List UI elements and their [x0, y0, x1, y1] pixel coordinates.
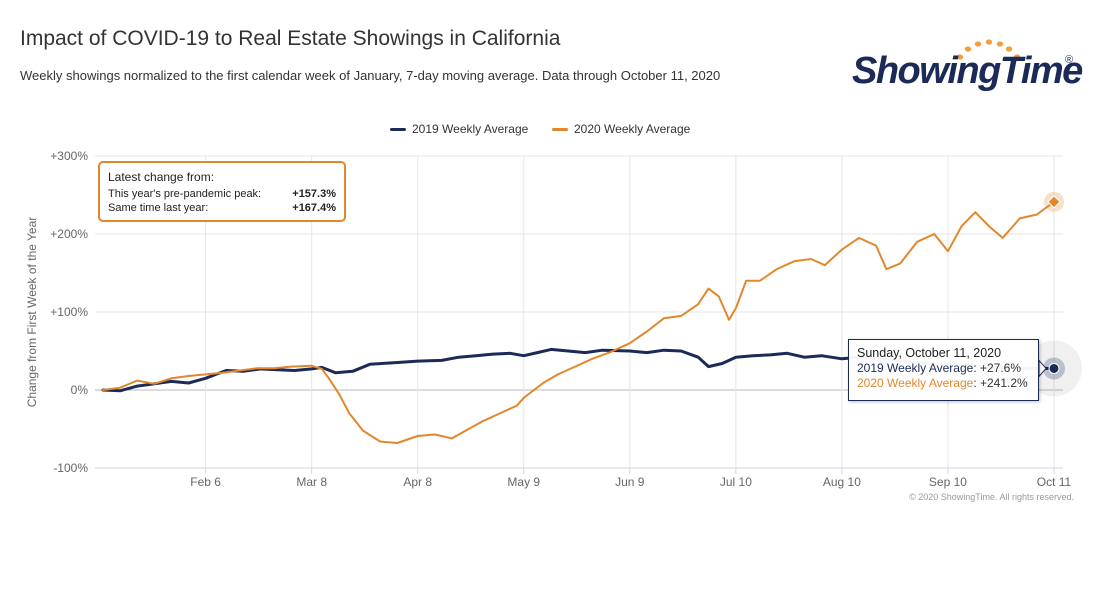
tooltip-value-2020: : +241.2%	[973, 376, 1028, 390]
showingtime-logo[interactable]: ShowingTime ®	[852, 38, 1083, 100]
legend-item-2020[interactable]: 2020 Weekly Average	[552, 122, 690, 136]
logo-dot	[956, 54, 964, 60]
y-tick-label: 0%	[71, 383, 89, 397]
marker-layer	[1026, 191, 1082, 397]
x-tick-label: Aug 10	[823, 475, 861, 489]
logo-dot	[996, 41, 1004, 47]
tooltip-label-2019: 2019 Weekly Average	[857, 361, 974, 375]
tooltip-label-2020: 2020 Weekly Average	[857, 376, 974, 390]
series-line-2020[interactable]	[102, 200, 1055, 444]
x-tick-label: Apr 8	[403, 475, 432, 489]
logo-text: ShowingTime	[852, 50, 1083, 92]
x-tick-label: Oct 11	[1037, 475, 1072, 489]
tooltip-date: Sunday, October 11, 2020	[857, 346, 1002, 360]
y-axis-title: Change from First Week of the Year	[25, 217, 39, 408]
y-tick-label: -100%	[53, 461, 88, 475]
logo-dot	[964, 46, 972, 52]
logo-dot	[985, 39, 993, 45]
x-tick-label: Jun 9	[615, 475, 645, 489]
point-marker-2019[interactable]	[1048, 362, 1060, 374]
x-tick-label: Sep 10	[929, 475, 967, 489]
logo-dots-icon	[956, 39, 1021, 60]
chart-subtitle: Weekly showings normalized to the first …	[20, 68, 721, 83]
tooltip-row-2020: 2020 Weekly Average: +241.2%	[857, 376, 1030, 391]
logo-dot	[1005, 46, 1013, 52]
latest-change-row: This year's pre-pandemic peak: +157.3%	[108, 187, 336, 201]
y-tick-label: +300%	[50, 149, 88, 163]
tooltip-pointer	[1038, 359, 1047, 378]
logo-dot	[1013, 54, 1021, 60]
row-value: +167.4%	[292, 202, 336, 214]
legend-item-2019[interactable]: 2019 Weekly Average	[390, 122, 528, 136]
row-label: This year's pre-pandemic peak:	[108, 188, 262, 200]
chart-title: Impact of COVID-19 to Real Estate Showin…	[20, 27, 561, 50]
legend-swatch-2019	[390, 127, 406, 131]
x-tick-label: Jul 10	[720, 475, 752, 489]
y-tick-label: +200%	[50, 227, 88, 241]
point-marker-2020[interactable]	[1047, 195, 1061, 209]
x-tick-label: Mar 8	[296, 475, 327, 489]
series-layer	[101, 200, 1056, 444]
latest-change-heading: Latest change from:	[108, 170, 215, 184]
latest-change-box: Latest change from: This year's pre-pand…	[98, 161, 346, 222]
y-axis: -100% 0% +100% +200% +300%	[50, 149, 88, 475]
legend-label-2020: 2020 Weekly Average	[574, 122, 691, 136]
row-value: +157.3%	[292, 188, 336, 200]
legend-swatch-2020	[552, 127, 568, 131]
chart-credits[interactable]: © 2020 ShowingTime. All rights reserved.	[909, 492, 1074, 502]
logo-registered: ®	[1065, 54, 1074, 66]
tooltip-value-2019: : +27.6%	[973, 361, 1022, 375]
tooltip-row-2019: 2019 Weekly Average: +27.6%	[857, 361, 1030, 376]
latest-change-row: Same time last year: +167.4%	[108, 201, 336, 215]
y-tick-label: +100%	[50, 305, 88, 319]
logo-dot	[974, 41, 982, 47]
legend-label-2019: 2019 Weekly Average	[412, 122, 529, 136]
x-tick-label: May 9	[507, 475, 540, 489]
x-tick-label: Feb 6	[190, 475, 221, 489]
chart-tooltip: Sunday, October 11, 2020 2019 Weekly Ave…	[848, 339, 1039, 401]
row-label: Same time last year:	[108, 202, 209, 214]
x-axis: Feb 6 Mar 8 Apr 8 May 9 Jun 9 Jul 10 Aug 10 Sep…	[95, 467, 1072, 489]
